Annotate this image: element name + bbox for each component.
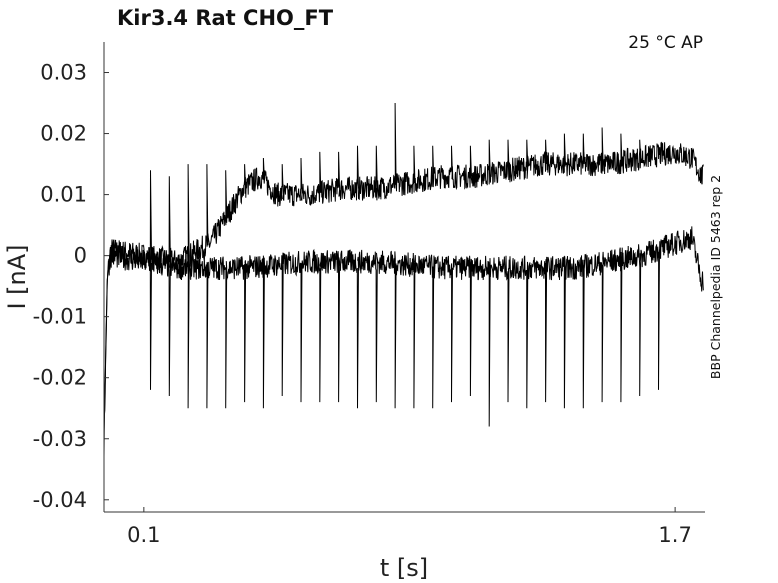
y-ticks: 0.03 0.02 0.01 0 -0.01 -0.02 -0.03 -0.04	[33, 61, 109, 512]
y-tick-label: 0.01	[40, 183, 87, 207]
y-tick-label: -0.02	[33, 366, 87, 390]
x-ticks: 0.1 1.7	[127, 507, 692, 547]
x-tick-label: 1.7	[658, 523, 691, 547]
y-tick-label: -0.03	[33, 427, 87, 451]
chart-annotation: 25 °C AP	[628, 33, 703, 53]
y-tick-label: 0	[74, 244, 87, 268]
series-line	[103, 102, 704, 458]
chart-title: Kir3.4 Rat CHO_FT	[117, 6, 334, 30]
x-tick-label: 0.1	[127, 523, 160, 547]
plot-lines	[103, 102, 704, 458]
side-label: BBP Channelpedia ID 5463 rep 2	[708, 175, 723, 379]
y-axis-label: I [nA]	[3, 244, 31, 309]
y-tick-label: 0.03	[40, 61, 87, 85]
x-axis-label: t [s]	[380, 554, 428, 582]
y-tick-label: -0.01	[33, 305, 87, 329]
y-tick-label: 0.02	[40, 122, 87, 146]
y-tick-label: -0.04	[33, 488, 87, 512]
series-line	[103, 226, 704, 431]
